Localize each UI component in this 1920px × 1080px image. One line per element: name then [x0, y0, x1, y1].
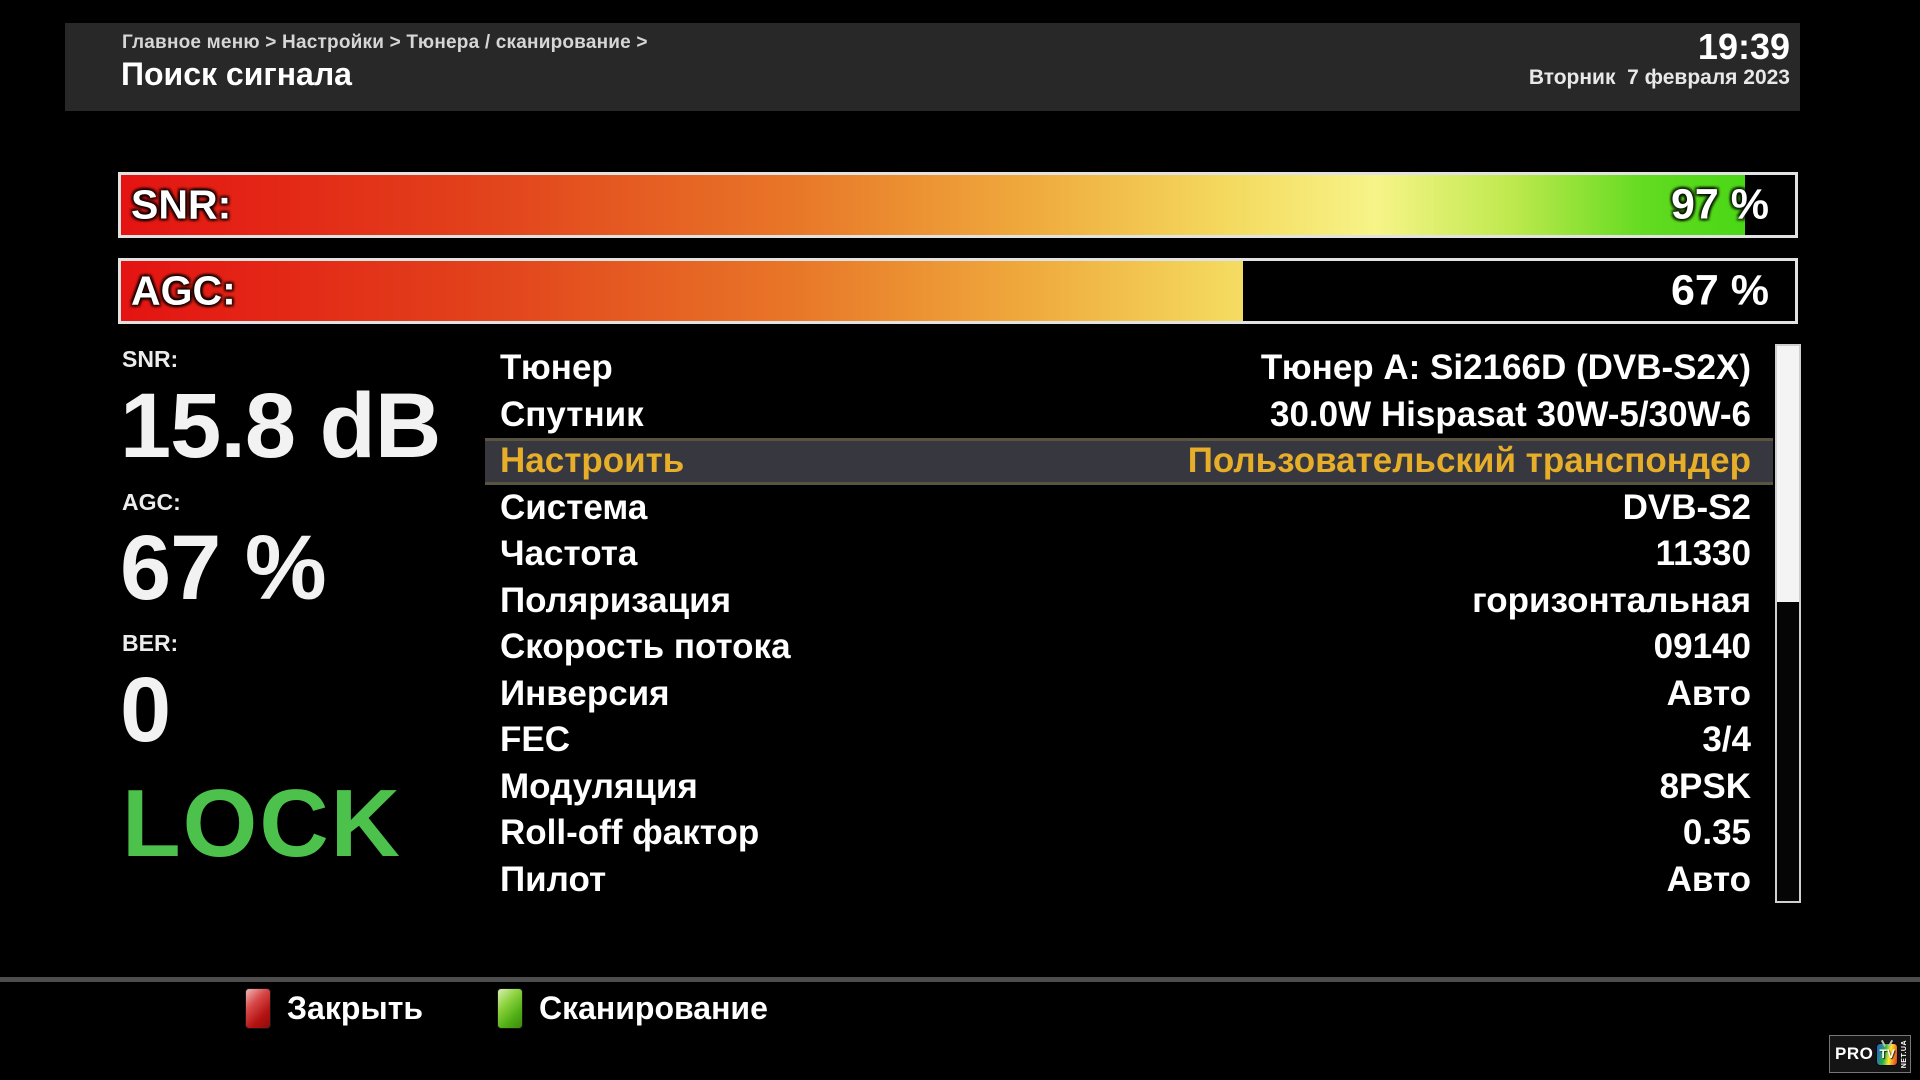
- menu-scrollbar[interactable]: [1775, 344, 1801, 903]
- menu-item-label: Спутник: [500, 394, 644, 434]
- lock-status: LOCK: [122, 770, 402, 877]
- agc-stat-label: AGC:: [122, 489, 181, 515]
- menu-row-10[interactable]: Roll-off фактор 0.35: [485, 810, 1773, 857]
- menu-row-6[interactable]: Скорость потока 09140: [485, 624, 1773, 671]
- menu-list: Тюнер Тюнер A: Si2166D (DVB-S2X) Спутник 30…: [485, 345, 1773, 903]
- menu-item-value: 0.35: [1682, 813, 1751, 853]
- snr-signal-bar: SNR: 97 %: [118, 172, 1798, 238]
- snr-bar-value: 97 %: [1670, 180, 1769, 229]
- menu-item-value: 09140: [1653, 627, 1751, 667]
- logo-net-text: NET.UA: [1901, 1039, 1908, 1069]
- agc-bar-value: 67 %: [1670, 266, 1769, 315]
- header-bar: Главное меню > Настройки > Тюнера / скан…: [65, 23, 1800, 111]
- snr-bar-gradient: [121, 175, 1795, 235]
- menu-row-9[interactable]: Модуляция 8PSK: [485, 764, 1773, 811]
- snr-bar-label: SNR:: [131, 181, 232, 228]
- menu-item-value: 3/4: [1702, 720, 1751, 760]
- menu-item-value: Пользовательский транспондер: [1187, 441, 1751, 481]
- menu-item-value: DVB-S2: [1622, 487, 1751, 527]
- snr-stat-label: SNR:: [122, 346, 179, 372]
- close-button[interactable]: Закрыть: [245, 988, 423, 1029]
- ber-stat-value: 0: [120, 659, 171, 761]
- menu-row-0[interactable]: Тюнер Тюнер A: Si2166D (DVB-S2X): [485, 345, 1773, 392]
- red-key-icon: [245, 988, 271, 1029]
- logo-pro-text: PRO: [1835, 1044, 1874, 1063]
- menu-item-label: FEC: [500, 720, 570, 760]
- menu-item-value: 11330: [1655, 534, 1751, 574]
- clock-block: 19:39 Вторник 7 февраля 2023: [1529, 28, 1790, 90]
- menu-item-value: Авто: [1666, 673, 1751, 713]
- close-button-label: Закрыть: [287, 990, 424, 1026]
- clock-date: Вторник 7 февраля 2023: [1528, 65, 1790, 89]
- scan-button[interactable]: Сканирование: [497, 988, 768, 1029]
- agc-stat-value: 67 %: [120, 517, 327, 619]
- menu-item-label: Система: [500, 487, 648, 527]
- menu-item-value: Авто: [1666, 859, 1751, 899]
- menu-item-value: Тюнер A: Si2166D (DVB-S2X): [1260, 348, 1751, 388]
- menu-item-label: Roll-off фактор: [500, 813, 760, 853]
- agc-signal-bar: AGC: 67 %: [118, 258, 1798, 324]
- menu-item-label: Модуляция: [500, 766, 698, 806]
- menu-row-2[interactable]: Настроить Пользовательский транспондер: [485, 438, 1773, 485]
- agc-bar-empty: [1242, 261, 1795, 321]
- menu-row-7[interactable]: Инверсия Авто: [485, 671, 1773, 718]
- snr-bar-empty: [1744, 175, 1795, 235]
- menu-scrollbar-thumb[interactable]: [1777, 346, 1799, 602]
- clock-time: 19:39: [1697, 26, 1790, 67]
- breadcrumb: Главное меню > Настройки > Тюнера / скан…: [122, 32, 648, 53]
- scan-button-label: Сканирование: [539, 990, 768, 1026]
- menu-item-label: Тюнер: [500, 348, 613, 388]
- protv-logo: PRO TV NET.UA: [1829, 1035, 1911, 1073]
- green-key-icon: [497, 988, 523, 1029]
- menu-item-label: Настроить: [500, 441, 685, 481]
- menu-row-4[interactable]: Частота 11330: [485, 531, 1773, 578]
- menu-row-8[interactable]: FEC 3/4: [485, 717, 1773, 764]
- agc-bar-label: AGC:: [131, 267, 236, 314]
- menu-item-label: Пилот: [500, 859, 607, 899]
- menu-item-value: 30.0W Hispasat 30W-5/30W-6: [1270, 394, 1751, 434]
- menu-item-label: Скорость потока: [500, 627, 791, 667]
- menu-row-1[interactable]: Спутник 30.0W Hispasat 30W-5/30W-6: [485, 392, 1773, 439]
- tv-icon: TV: [1876, 1042, 1898, 1066]
- menu-item-label: Поляризация: [500, 580, 732, 620]
- footer-divider: [0, 977, 1920, 982]
- menu-row-11[interactable]: Пилот Авто: [485, 857, 1773, 904]
- menu-item-value: 8PSK: [1659, 766, 1751, 806]
- page-title: Поиск сигнала: [121, 56, 352, 92]
- menu-item-label: Частота: [500, 534, 638, 574]
- menu-row-3[interactable]: Система DVB-S2: [485, 485, 1773, 532]
- snr-stat-value: 15.8 dB: [120, 375, 441, 477]
- menu-row-5[interactable]: Поляризация горизонтальная: [485, 578, 1773, 625]
- ber-stat-label: BER:: [122, 630, 179, 656]
- menu-item-label: Инверсия: [500, 673, 670, 713]
- menu-item-value: горизонтальная: [1472, 580, 1751, 620]
